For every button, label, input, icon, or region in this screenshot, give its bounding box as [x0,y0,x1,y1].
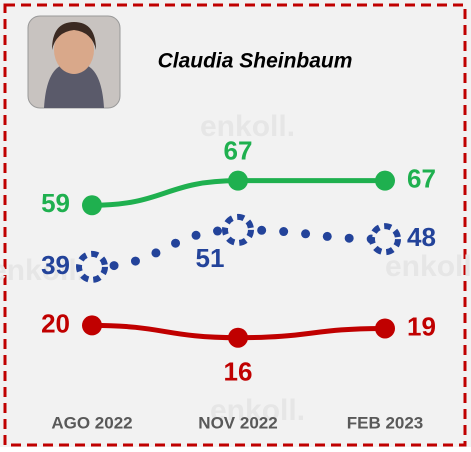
x-tick-label: FEB 2023 [347,413,424,432]
data-label: 16 [224,357,253,387]
data-label: 67 [224,136,253,166]
point-marker [228,328,248,348]
data-label: 67 [407,164,436,194]
point-marker [79,254,105,280]
data-label: 59 [41,188,70,218]
chart: Claudia Sheinbaum enkoll. enkoll. enkoll… [0,0,471,447]
point-marker [375,318,395,338]
watermark: enkoll. [385,250,471,283]
photo [28,16,120,108]
data-label: 51 [196,243,225,273]
data-label: 20 [41,308,70,338]
x-tick-label: NOV 2022 [198,413,277,432]
x-tick-label: AGO 2022 [51,413,132,432]
data-label: 39 [41,250,70,280]
point-marker [82,315,102,335]
point-marker [372,226,398,252]
data-label: 48 [407,222,436,252]
point-marker [82,195,102,215]
point-marker [375,171,395,191]
point-marker [225,217,251,243]
data-label: 19 [407,311,436,341]
point-marker [228,171,248,191]
chart-title: Claudia Sheinbaum [158,50,353,73]
